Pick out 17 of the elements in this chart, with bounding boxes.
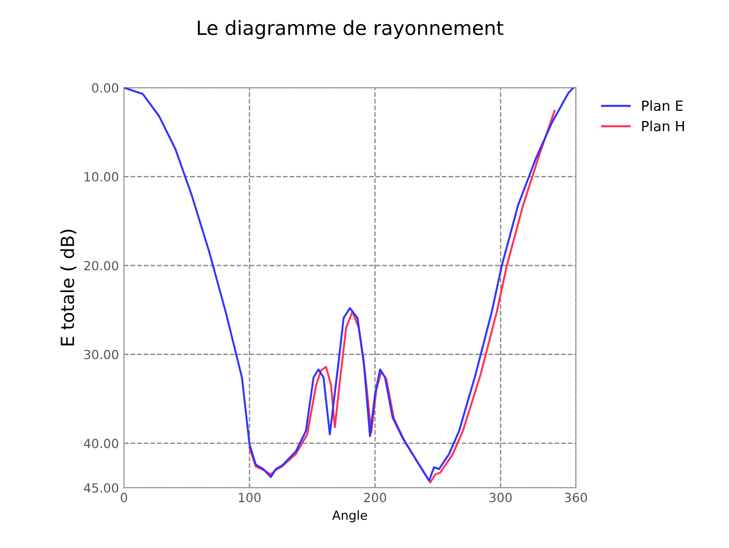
y-tick-label: 30.00	[84, 350, 118, 360]
x-tick-label: 360	[564, 492, 588, 502]
x-tick-label: 0	[120, 492, 128, 502]
y-tick-label: 10.00	[84, 172, 118, 182]
chart-title: Le diagramme de rayonnement	[198, 20, 504, 39]
legend-label: Plan H	[642, 120, 684, 132]
y-tick-label: 40.00	[84, 438, 118, 448]
legend-label: Plan E	[642, 100, 683, 111]
x-tick-label: 300	[490, 492, 512, 502]
y-tick-label: 20.00	[84, 260, 118, 270]
y-axis-title: E totale ( dB)	[60, 230, 76, 346]
x-tick-label: 100	[238, 492, 261, 502]
x-axis-title: Angle	[332, 510, 368, 522]
line-series	[248, 110, 556, 484]
x-tick-label: 200	[364, 492, 386, 502]
y-tick-label: 45.00	[84, 483, 118, 493]
y-tick-label: 0.00	[92, 83, 118, 93]
